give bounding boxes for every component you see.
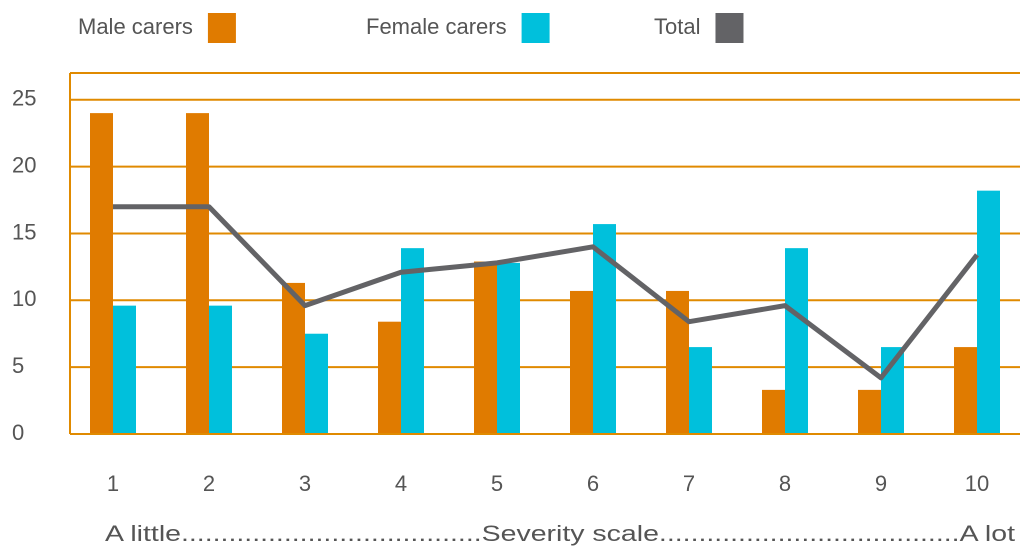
bar bbox=[762, 389, 785, 434]
x-tick-label: 3 bbox=[299, 471, 311, 496]
bar bbox=[305, 333, 328, 434]
legend-label: Female carers bbox=[366, 14, 507, 39]
x-tick-label: 9 bbox=[875, 471, 887, 496]
bar bbox=[497, 262, 520, 434]
bar bbox=[378, 321, 401, 434]
x-tick-label: 1 bbox=[107, 471, 119, 496]
legend-label: Male carers bbox=[78, 14, 193, 39]
legend-swatch bbox=[207, 13, 236, 43]
bar bbox=[282, 282, 305, 434]
x-tick-label: 5 bbox=[491, 471, 503, 496]
bar bbox=[113, 305, 136, 434]
legend-swatch bbox=[521, 13, 550, 43]
x-tick-label: 8 bbox=[779, 471, 791, 496]
legend-label: Total bbox=[654, 14, 700, 39]
bar bbox=[209, 305, 232, 434]
bar bbox=[186, 113, 209, 434]
bar bbox=[570, 290, 593, 434]
bar bbox=[593, 224, 616, 434]
y-tick-label: 20 bbox=[12, 152, 36, 177]
line bbox=[113, 204, 979, 381]
x-tick-label: 2 bbox=[203, 471, 215, 496]
y-tick-label: 5 bbox=[12, 353, 24, 378]
bar bbox=[401, 248, 424, 434]
bar bbox=[666, 290, 689, 434]
x-tick-label: 6 bbox=[587, 471, 599, 496]
bar bbox=[858, 389, 881, 434]
x-tick-label: 7 bbox=[683, 471, 695, 496]
y-tick-label: 15 bbox=[12, 219, 36, 244]
x-axis-label: A little................................… bbox=[105, 521, 1015, 546]
bar bbox=[954, 347, 977, 434]
y-tick-label: 10 bbox=[12, 286, 36, 311]
bar bbox=[90, 113, 113, 434]
x-tick-label: 4 bbox=[395, 471, 407, 496]
y-tick-label: 25 bbox=[12, 86, 36, 111]
x-tick-label: 10 bbox=[965, 471, 989, 496]
y-tick-label: 0 bbox=[12, 420, 24, 445]
bar bbox=[689, 347, 712, 434]
legend-swatch bbox=[715, 13, 744, 43]
bar bbox=[785, 248, 808, 434]
bar bbox=[474, 261, 497, 434]
bar bbox=[977, 190, 1000, 434]
